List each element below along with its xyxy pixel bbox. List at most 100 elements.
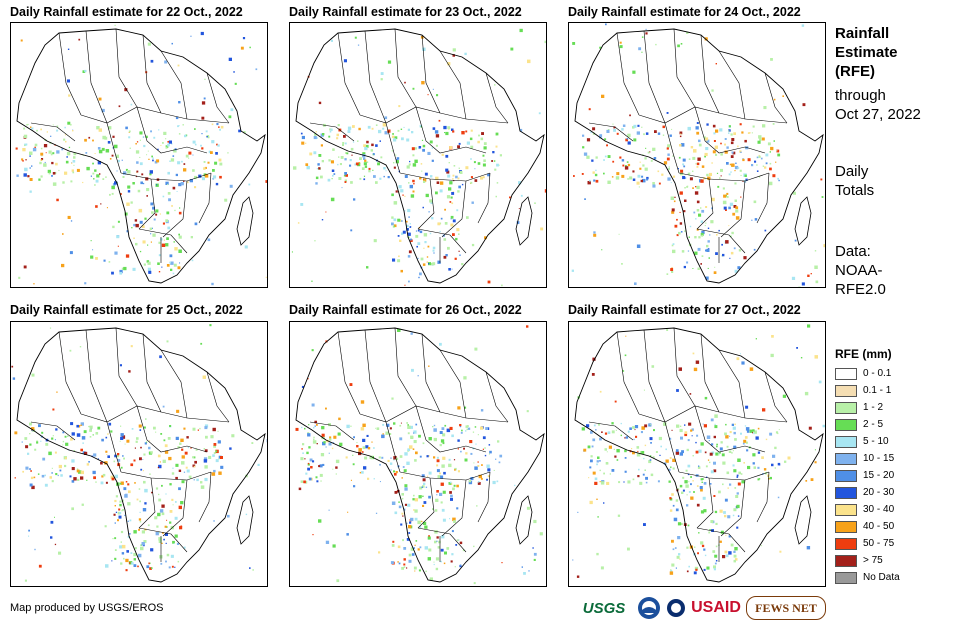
country-border <box>359 106 509 124</box>
legend-item: 15 - 20 <box>835 467 894 484</box>
legend-swatch <box>835 554 857 567</box>
legend-swatch <box>835 520 857 533</box>
legend-swatch <box>835 367 857 380</box>
country-border <box>417 477 435 529</box>
country-border <box>417 228 467 254</box>
country-border <box>764 72 788 124</box>
country-border <box>162 180 188 238</box>
legend-item: 30 - 40 <box>835 501 894 518</box>
legend-item: 50 - 75 <box>835 535 894 552</box>
country-border <box>115 28 138 108</box>
rainfall-pattern <box>572 324 825 578</box>
legend-label: 15 - 20 <box>863 470 895 481</box>
source-line: RFE2.0 <box>835 281 886 298</box>
daily-totals-note: Daily Totals <box>835 162 874 200</box>
country-border <box>415 405 487 453</box>
rainfall-map-27-oct <box>568 321 826 587</box>
legend-item: 20 - 30 <box>835 484 894 501</box>
country-border <box>399 172 491 182</box>
country-border <box>138 178 156 230</box>
legend-swatch <box>835 452 857 465</box>
country-border <box>678 471 770 481</box>
country-border <box>673 327 696 407</box>
source-line: NOAA- <box>835 262 883 279</box>
panel-title-26-oct: Daily Rainfall estimate for 26 Oct., 202… <box>289 303 522 317</box>
legend-label: 0 - 0.1 <box>863 368 892 379</box>
legend-swatch <box>835 503 857 516</box>
country-border <box>138 477 156 529</box>
through-label: through <box>835 87 886 104</box>
dhs-seal-icon <box>666 596 686 620</box>
country-border <box>120 471 212 481</box>
madagascar-outline <box>236 196 254 246</box>
legend-label: 1 - 2 <box>863 402 884 413</box>
country-border <box>700 333 720 413</box>
panel-title-22-oct: Daily Rainfall estimate for 22 Oct., 202… <box>10 5 243 19</box>
legend-label: 5 - 10 <box>863 436 889 447</box>
country-border <box>198 471 212 523</box>
country-border <box>678 172 770 182</box>
country-border <box>30 421 76 441</box>
country-border <box>638 106 788 124</box>
country-border <box>394 28 417 108</box>
country-border <box>115 327 138 407</box>
country-border <box>673 28 696 108</box>
legend-swatch <box>835 384 857 397</box>
legend-swatch <box>835 401 857 414</box>
country-border <box>439 349 467 419</box>
legend-swatch <box>835 469 857 482</box>
legend-item: 10 - 15 <box>835 450 894 467</box>
panel-title-27-oct: Daily Rainfall estimate for 27 Oct., 202… <box>568 303 801 317</box>
country-border <box>138 228 188 254</box>
country-border <box>337 32 361 116</box>
country-border <box>385 421 401 473</box>
totals-line: Totals <box>835 182 875 199</box>
panel-title-23-oct: Daily Rainfall estimate for 23 Oct., 202… <box>289 5 522 19</box>
legend-swatch <box>835 486 857 499</box>
country-border <box>106 421 122 473</box>
country-border <box>718 349 746 419</box>
country-border <box>638 405 788 423</box>
country-border <box>80 106 230 124</box>
rainfall-map-23-oct <box>289 22 547 288</box>
africa-map-svg <box>572 324 825 583</box>
country-border <box>696 228 746 254</box>
heading-line: Estimate <box>835 44 898 61</box>
country-border <box>364 30 387 124</box>
fews-net-logo: FEWS NET <box>746 596 826 620</box>
country-border <box>136 405 208 453</box>
country-border <box>394 327 417 407</box>
legend-swatch <box>835 537 857 550</box>
africa-coastline <box>16 28 266 284</box>
usaid-logo: USAID <box>691 599 741 616</box>
rainfall-map-24-oct <box>568 22 826 288</box>
africa-map-svg <box>571 23 825 287</box>
country-border <box>588 122 634 142</box>
country-border <box>643 30 666 124</box>
africa-map-svg <box>15 24 267 286</box>
country-border <box>85 30 108 124</box>
legend-label: 20 - 30 <box>863 487 895 498</box>
legend-title: RFE (mm) <box>835 347 892 361</box>
country-border <box>643 329 666 423</box>
rainfall-map-25-oct <box>10 321 268 587</box>
legend-label: > 75 <box>863 555 883 566</box>
africa-coastline <box>574 327 824 583</box>
panel-title-24-oct: Daily Rainfall estimate for 24 Oct., 202… <box>568 5 801 19</box>
country-border <box>616 32 640 116</box>
country-border <box>720 479 746 537</box>
country-border <box>206 371 230 423</box>
rainfall-pattern <box>571 23 825 287</box>
country-border <box>700 34 720 114</box>
country-border <box>198 172 212 224</box>
country-border <box>616 331 640 415</box>
legend-swatch <box>835 435 857 448</box>
country-border <box>120 172 212 182</box>
country-border <box>696 527 746 553</box>
country-border <box>439 50 467 120</box>
rfe-heading: Rainfall Estimate (RFE) <box>835 24 898 81</box>
africa-coastline <box>16 327 266 583</box>
country-border <box>588 421 634 441</box>
rainfall-pattern <box>15 24 267 286</box>
country-border <box>441 479 467 537</box>
